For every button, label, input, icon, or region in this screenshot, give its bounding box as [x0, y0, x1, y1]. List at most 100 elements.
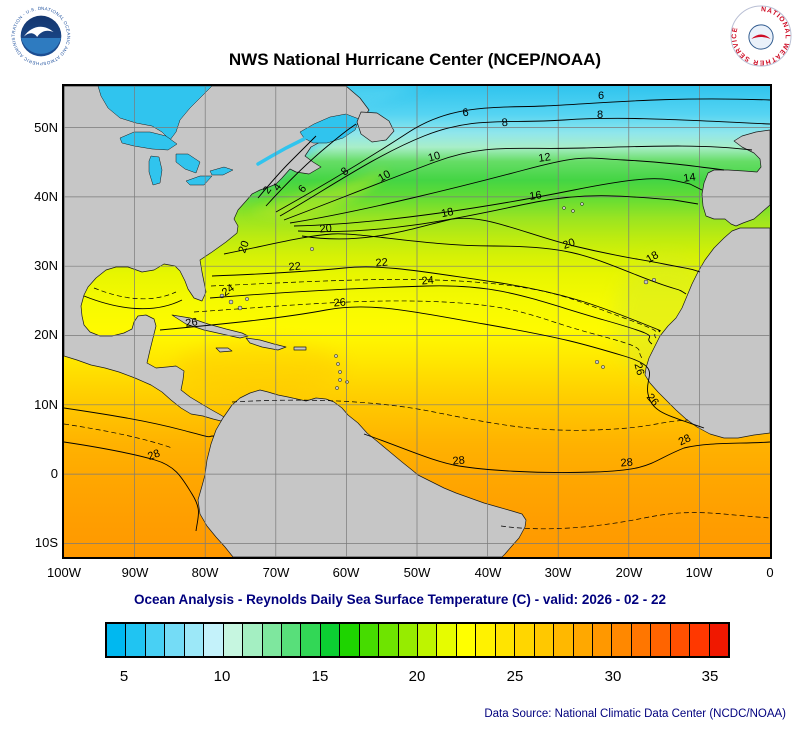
colorbar-cells	[107, 624, 728, 656]
puerto-rico-island	[293, 346, 307, 351]
lake-huron-water	[175, 153, 201, 174]
lat-label-50n: 50N	[34, 120, 58, 135]
contour-label-28: 28	[620, 457, 633, 470]
contour-label-10: 10	[427, 150, 442, 165]
lon-label-70w: 70W	[262, 565, 290, 580]
caribbean-warm-pool	[174, 342, 344, 394]
colorbar-cell	[243, 624, 263, 656]
contour-10	[283, 145, 753, 221]
colorbar-cell	[126, 624, 146, 656]
lon-label-0: 0	[766, 565, 774, 580]
contour-label-24: 24	[421, 275, 434, 288]
cape-verde-islands	[594, 359, 605, 369]
colorbar-cell	[320, 624, 341, 656]
contour-28	[363, 433, 770, 473]
lake-ontario-water	[209, 166, 234, 176]
contour-label-22: 22	[288, 261, 301, 274]
bermuda-island	[310, 247, 314, 251]
noaa-logo: NATIONAL OCEANIC AND ATMOSPHERIC ADMINIS…	[10, 5, 72, 66]
jamaica-island	[215, 347, 233, 353]
colorbar-cell	[398, 624, 418, 656]
land-masses	[64, 86, 770, 557]
contour-18	[301, 217, 701, 273]
cuba-island	[171, 314, 249, 339]
colorbar-cell	[592, 624, 613, 656]
contour-label-22: 22	[375, 257, 388, 270]
contour-28-pacific	[64, 441, 199, 532]
colorbar-cell	[340, 624, 360, 656]
colorbar-cell	[379, 624, 399, 656]
lon-label-90w: 90W	[121, 565, 149, 580]
colorbar-cell	[418, 624, 438, 656]
colorbar	[105, 622, 730, 658]
contour-label-16: 16	[529, 189, 543, 203]
contour-27-south-dashed	[500, 512, 770, 530]
contour-4	[265, 123, 357, 207]
newfoundland-island	[356, 111, 395, 143]
colorbar-cell	[476, 624, 496, 656]
contour-label-20: 20	[319, 223, 332, 236]
contour-label-26: 26	[333, 297, 346, 310]
lake-michigan-water	[148, 155, 163, 186]
contour-24-gulf	[83, 295, 183, 310]
contour-labels: 2 4 6 6 6 8 8 8 10 10 12 14 16 18 18 20 …	[146, 90, 696, 470]
south-america-land	[197, 389, 527, 557]
colorbar-cell	[651, 624, 671, 656]
data-source: Data Source: National Climatic Data Cent…	[484, 708, 786, 720]
page-title: NWS National Hurricane Center (NCEP/NOAA…	[228, 50, 602, 69]
lon-label-20w: 20W	[615, 565, 643, 580]
colorbar-cell	[495, 624, 516, 656]
contour-25-gulf-dashed	[93, 287, 177, 300]
contour-label-18: 18	[440, 206, 454, 220]
azores-islands	[562, 202, 584, 213]
contour-label-28: 28	[146, 447, 162, 462]
contour-label-2: 2	[261, 184, 274, 196]
contour-25-dashed	[193, 300, 643, 359]
contour-14	[293, 178, 703, 227]
noaa-gull-icon	[23, 26, 54, 37]
contour-label-24: 24	[220, 282, 237, 299]
colorbar-cell	[456, 624, 477, 656]
colorbar-cell	[204, 624, 224, 656]
contour-label-20: 20	[236, 239, 251, 255]
contour-27-dashed	[231, 399, 689, 431]
contour-label-26: 26	[185, 316, 199, 330]
lon-label-40w: 40W	[474, 565, 502, 580]
colorbar-cell	[554, 624, 574, 656]
lon-label-80w: 80W	[191, 565, 219, 580]
colorbar-cell	[631, 624, 652, 656]
colorbar-cell	[301, 624, 321, 656]
lon-label-30w: 30W	[544, 565, 572, 580]
lon-label-50w: 50W	[403, 565, 431, 580]
noaa-sea	[21, 37, 61, 54]
contour-20	[223, 233, 687, 295]
lat-label-30n: 30N	[34, 258, 58, 273]
colorbar-cell	[515, 624, 535, 656]
contour-24	[209, 285, 653, 345]
contour-label-6: 6	[462, 107, 470, 120]
colorbar-cell	[670, 624, 691, 656]
colorbar-cell	[573, 624, 593, 656]
contour-26-pacific	[64, 407, 215, 438]
lat-label-20n: 20N	[34, 327, 58, 342]
contour-label-28: 28	[452, 455, 465, 468]
colorbar-cell	[534, 624, 555, 656]
contour-label-6: 6	[598, 90, 604, 102]
contour-12	[289, 157, 725, 224]
colorbar-tick-10: 10	[213, 668, 231, 685]
colorbar-tick-25: 25	[506, 668, 524, 685]
contour-lines	[64, 98, 770, 532]
map-svg: 2 4 6 6 6 8 8 8 10 10 12 14 16 18 18 20 …	[64, 86, 770, 557]
contour-8	[279, 117, 770, 217]
colorbar-cell	[184, 624, 205, 656]
st-lawrence-river-water	[256, 137, 306, 166]
colorbar-cell	[690, 624, 710, 656]
lat-label-10s: 10S	[34, 535, 58, 550]
contour-6	[275, 98, 770, 213]
contour-2	[257, 135, 317, 199]
colorbar-cell	[107, 624, 127, 656]
contour-label-28: 28	[677, 432, 693, 448]
contour-16	[297, 195, 699, 233]
contour-23-dashed	[210, 279, 657, 339]
lat-label-40n: 40N	[34, 189, 58, 204]
